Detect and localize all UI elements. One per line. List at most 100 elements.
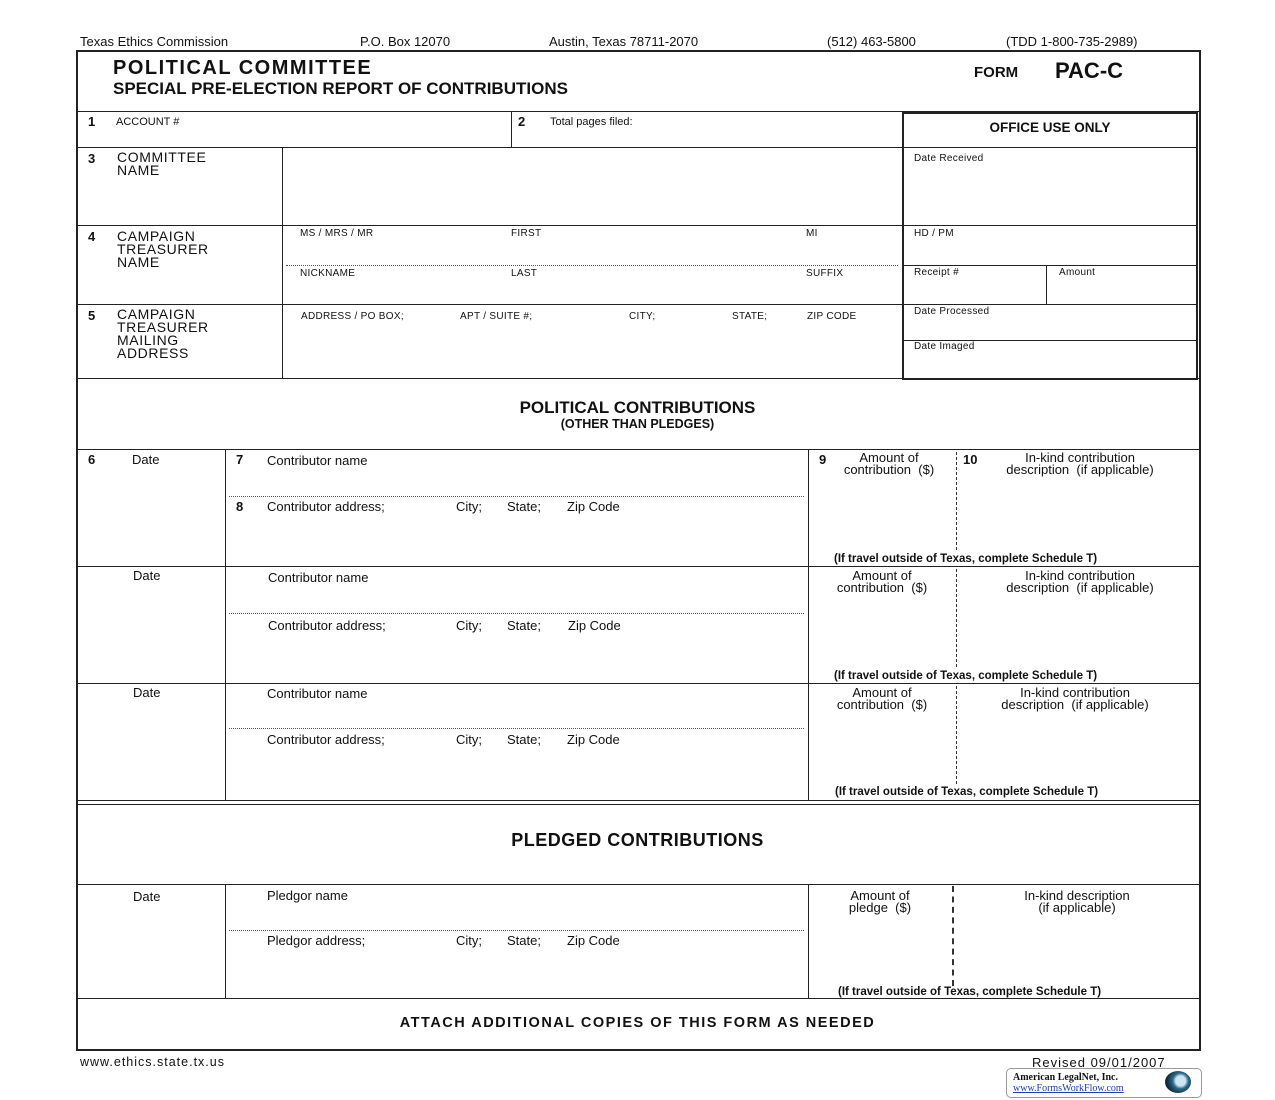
divider	[76, 147, 903, 148]
prefix-label: MS / MRS / MR	[300, 228, 374, 239]
po-box: P.O. Box 12070	[360, 34, 451, 49]
date-processed-label: Date Processed	[914, 306, 990, 317]
dotted-divider	[229, 930, 804, 931]
legalnet-badge[interactable]: American LegalNet, Inc. www.FormsWorkFlo…	[1006, 1068, 1202, 1098]
state-label: State;	[507, 933, 541, 948]
field-number: 6	[88, 452, 96, 467]
inkind-label: In-kind contribution description (if app…	[1006, 450, 1154, 477]
amount-label: Amount of contribution ($)	[836, 685, 928, 712]
last-label: LAST	[511, 268, 538, 279]
pledgor-name-label: Pledgor name	[267, 888, 348, 903]
treasurer-name-label: CAMPAIGN TREASURER NAME	[117, 228, 209, 270]
divider	[282, 147, 283, 378]
globe-icon	[1165, 1071, 1191, 1093]
zip-label: Zip Code	[567, 499, 620, 514]
amount-label: Amount of contribution ($)	[836, 568, 928, 595]
zip-label: Zip Code	[567, 933, 620, 948]
first-label: FIRST	[511, 228, 542, 239]
divider	[76, 683, 1199, 684]
dotted-divider	[229, 613, 804, 614]
divider	[225, 449, 226, 800]
tdd-phone: (TDD 1-800-735-2989)	[1006, 34, 1138, 49]
treasurer-address-label: CAMPAIGN TREASURER MAILING ADDRESS	[117, 306, 209, 361]
divider	[76, 304, 903, 305]
total-pages-input[interactable]	[665, 116, 895, 144]
receipt-label: Receipt #	[914, 267, 959, 278]
date-label: Date	[132, 452, 160, 467]
field-number: 3	[88, 151, 96, 166]
travel-note: (If travel outside of Texas, complete Sc…	[834, 670, 1098, 682]
city-label: City;	[456, 618, 482, 633]
divider	[76, 225, 903, 226]
field-number: 1	[88, 114, 96, 129]
dashed-divider	[952, 886, 954, 986]
inkind-label: In-kind contribution description (if app…	[1006, 568, 1154, 595]
city-address: Austin, Texas 78711-2070	[549, 34, 699, 49]
divider	[903, 304, 1196, 305]
contributor-address-label: Contributor address;	[267, 499, 385, 514]
travel-note: (If travel outside of Texas, complete Sc…	[835, 786, 1099, 798]
dashed-divider	[956, 452, 957, 550]
office-use-title: OFFICE USE ONLY	[989, 120, 1111, 135]
address-label: ADDRESS / PO BOX;	[301, 311, 404, 322]
divider	[76, 998, 1199, 999]
city-label: City;	[456, 732, 482, 747]
divider	[76, 111, 1199, 112]
field-number: 9	[819, 452, 827, 467]
amount-label: Amount of contribution ($)	[843, 450, 935, 477]
contributor-address-label: Contributor address;	[267, 732, 385, 747]
travel-note: (If travel outside of Texas, complete Sc…	[834, 553, 1098, 565]
contributor-name-label: Contributor name	[267, 686, 368, 701]
political-contributions-title: POLITICAL CONTRIBUTIONS	[519, 398, 756, 417]
apt-label: APT / SUITE #;	[460, 311, 533, 322]
divider	[225, 884, 226, 998]
field-number: 2	[518, 114, 526, 129]
hd-pm-label: HD / PM	[914, 228, 954, 239]
total-pages-label: Total pages filed:	[550, 116, 633, 128]
website-link[interactable]: www.ethics.state.tx.us	[80, 1055, 225, 1069]
nickname-label: NICKNAME	[300, 268, 356, 279]
city-label: CITY;	[629, 311, 656, 322]
account-label: ACCOUNT #	[116, 116, 180, 128]
state-label: STATE;	[732, 311, 768, 322]
field-number: 5	[88, 308, 96, 323]
divider	[76, 566, 1199, 567]
field-number: 4	[88, 229, 96, 244]
inkind-label: In-kind contribution description (if app…	[1001, 685, 1149, 712]
committee-name-label: COMMITTEE NAME	[117, 149, 207, 178]
field-number: 10	[963, 452, 978, 467]
account-input[interactable]	[116, 130, 506, 145]
zip-label: Zip Code	[567, 732, 620, 747]
city-label: City;	[456, 499, 482, 514]
divider	[76, 800, 1199, 801]
attach-copies-note: ATTACH ADDITIONAL COPIES OF THIS FORM AS…	[399, 1015, 876, 1031]
treasurer-address-input[interactable]	[290, 325, 890, 375]
dashed-divider	[956, 686, 957, 784]
dotted-divider	[286, 265, 898, 266]
zip-label: Zip Code	[568, 618, 621, 633]
date-imaged-label: Date Imaged	[914, 341, 975, 352]
badge-name: American LegalNet, Inc.	[1013, 1072, 1118, 1083]
divider	[1046, 265, 1047, 304]
form-border	[76, 50, 1201, 1051]
zip-label: ZIP CODE	[807, 311, 857, 322]
dotted-divider	[229, 496, 804, 497]
date-label: Date	[133, 889, 161, 904]
divider	[808, 884, 809, 998]
badge-url: www.FormsWorkFlow.com	[1013, 1083, 1124, 1094]
revised-date: Revised 09/01/2007	[1032, 1055, 1166, 1070]
divider	[76, 884, 1199, 885]
form-prefix: FORM	[974, 64, 1019, 81]
divider	[903, 265, 1196, 266]
dotted-divider	[229, 728, 804, 729]
field-number: 8	[236, 499, 244, 514]
contributor-name-label: Contributor name	[268, 570, 369, 585]
divider	[76, 449, 1199, 450]
pledge-amount-label: Amount of pledge ($)	[848, 888, 912, 915]
treasurer-name-input[interactable]	[290, 240, 890, 262]
state-label: State;	[507, 618, 541, 633]
divider	[808, 449, 809, 800]
travel-note: (If travel outside of Texas, complete Sc…	[838, 986, 1102, 998]
committee-name-input[interactable]	[284, 149, 899, 223]
contributor-name-label: Contributor name	[267, 453, 368, 468]
